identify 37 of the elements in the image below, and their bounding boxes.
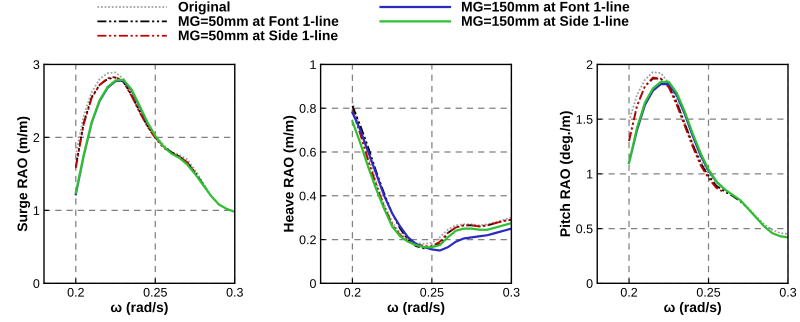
x-tick-label: 0.3: [503, 288, 520, 297]
x-tick-label: 0.2: [620, 288, 638, 297]
x-tick-label: 0.3: [780, 288, 796, 297]
legend-label: MG=150mm at Side 1-line: [462, 16, 628, 26]
legend-label: Original: [178, 1, 230, 14]
y-tick-label: 0.6: [300, 148, 316, 157]
line-series: [74, 79, 148, 196]
y-tick-label: 1: [587, 170, 592, 178]
x-axis-title: ω (rad/s): [110, 302, 168, 315]
legend-label: MG=150mm at Font 1-line: [462, 1, 630, 12]
y-tick-label: 0.5: [576, 224, 593, 234]
y-tick-label: 1: [310, 60, 316, 69]
y-tick-label: 0.4: [300, 192, 316, 200]
y-tick-label: 0: [33, 279, 40, 288]
y-tick-label: 0.2: [300, 235, 316, 244]
y-tick-label: 0.8: [300, 104, 316, 113]
y-tick-label: 3: [33, 60, 40, 70]
legend-label: MG=50mm at Side 1-line: [178, 30, 338, 40]
line-series: [74, 76, 196, 174]
legend-label: MG=50mm at Font 1-line: [178, 16, 338, 26]
x-tick-label: 0.25: [420, 288, 444, 297]
y-axis-title: Surge RAO (m/m): [17, 116, 30, 232]
x-tick-label: 0.2: [344, 288, 360, 297]
y-tick-label: 2: [586, 60, 592, 69]
y-tick-label: 0: [310, 279, 316, 288]
x-tick-label: 0.3: [226, 288, 243, 297]
y-tick-label: 2: [34, 133, 40, 142]
x-axis-title: ω (rad/s): [664, 302, 721, 315]
y-axis-title: Pitch RAO (deg./m): [560, 111, 573, 236]
x-tick-label: 0.25: [144, 288, 167, 297]
x-tick-label: 0.2: [68, 288, 84, 297]
y-tick-label: 1: [34, 206, 40, 215]
y-tick-label: 1.5: [576, 115, 593, 124]
y-tick-label: 0: [586, 279, 593, 288]
x-axis-title: ω (rad/s): [388, 302, 444, 315]
x-tick-label: 0.25: [696, 288, 720, 297]
y-axis-title: Heave RAO (m/m): [283, 116, 296, 232]
